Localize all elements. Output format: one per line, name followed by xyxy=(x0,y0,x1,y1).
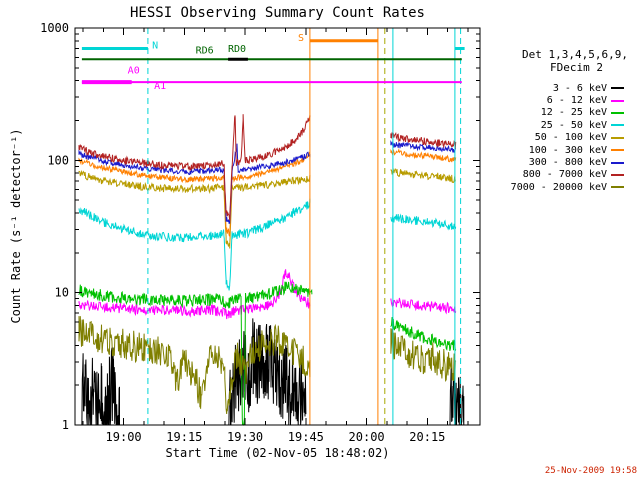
y-tick-label: 1 xyxy=(62,418,69,432)
legend-entry: 12 - 25 keV xyxy=(516,107,640,119)
annotation-label-A0: A0 xyxy=(128,65,140,76)
annotation-label-RD6: RD6 xyxy=(196,46,214,57)
legend-entry-label: 800 - 7000 keV xyxy=(522,169,607,181)
legend-color-dash xyxy=(611,111,624,114)
legend-entry: 100 - 300 keV xyxy=(516,144,640,156)
x-tick-label: 19:00 xyxy=(106,430,142,444)
legend-entries: 3 - 6 keV 6 - 12 keV 12 - 25 keV 25 - 50 ke… xyxy=(511,82,640,194)
x-tick-label: 20:00 xyxy=(349,430,385,444)
legend-entry: 3 - 6 keV xyxy=(516,82,640,94)
series-800-7000keV xyxy=(78,114,457,221)
chart-title: HESSI Observing Summary Count Rates xyxy=(129,5,425,21)
legend-entry-label: 7000 - 20000 keV xyxy=(510,181,607,193)
legend-entry: 50 - 100 keV xyxy=(516,132,640,144)
legend-entry-label: 50 - 100 keV xyxy=(534,132,607,144)
legend-color-dash xyxy=(611,186,624,189)
y-tick-label: 10 xyxy=(55,286,69,300)
legend-color-dash xyxy=(611,124,624,127)
series-100-300keV xyxy=(78,148,457,238)
legend-entry-label: 6 - 12 keV xyxy=(546,95,607,107)
x-tick-label: 20:15 xyxy=(409,430,445,444)
axes: 19:00 19:15 19:30 19:45 20:00 20:15 1 10 100 1000 xyxy=(40,21,481,444)
series-12-25keV xyxy=(78,281,457,426)
legend: Det 1,3,4,5,6,9, FDecim 2 3 - 6 keV 6 - 1… xyxy=(511,48,640,194)
legend-color-dash xyxy=(611,161,624,164)
series-7000-20000keV xyxy=(78,316,457,415)
x-tick-label: 19:15 xyxy=(166,430,202,444)
legend-color-dash xyxy=(611,87,624,90)
timestamp: 25-Nov-2009 19:58 xyxy=(544,466,637,476)
y-tick-label: 1000 xyxy=(40,21,69,35)
x-axis-label: Start Time (02-Nov-05 18:48:02) xyxy=(165,446,390,460)
legend-entry: 300 - 800 keV xyxy=(516,156,640,168)
legend-entry-label: 100 - 300 keV xyxy=(528,144,607,156)
legend-entry-label: 12 - 25 keV xyxy=(540,107,607,119)
legend-entry: 6 - 12 keV xyxy=(516,94,640,106)
series-50-100keV xyxy=(78,167,456,249)
series-300-800keV xyxy=(78,139,457,224)
legend-entry: 7000 - 20000 keV xyxy=(511,181,640,193)
legend-entry-label: 300 - 800 keV xyxy=(528,157,607,169)
legend-entry-label: 25 - 50 keV xyxy=(540,119,607,131)
annotation-label-A1: A1 xyxy=(154,81,166,92)
legend-entry: 800 - 7000 keV xyxy=(516,169,640,181)
legend-entry-label: 3 - 6 keV xyxy=(552,82,607,94)
legend-color-dash xyxy=(611,136,624,139)
annotation-label-N: N xyxy=(152,41,158,52)
series-6-12keV xyxy=(78,269,457,320)
legend-color-dash xyxy=(611,99,624,102)
series-25-50keV xyxy=(78,198,457,291)
y-axis-label: Count Rate (s⁻¹ detector⁻¹) xyxy=(9,128,23,324)
legend-decimation-info: FDecim 2 xyxy=(550,61,603,74)
x-tick-label: 19:45 xyxy=(288,430,324,444)
annotation-label-S: S xyxy=(298,33,304,44)
legend-color-dash xyxy=(611,149,624,152)
x-tick-label: 19:30 xyxy=(227,430,263,444)
annotation-label-RD0: RD0 xyxy=(228,44,246,55)
legend-color-dash xyxy=(611,173,624,176)
legend-detector-info: Det 1,3,4,5,6,9, xyxy=(522,48,628,61)
y-tick-label: 100 xyxy=(47,153,69,167)
legend-entry: 25 - 50 keV xyxy=(516,119,640,131)
